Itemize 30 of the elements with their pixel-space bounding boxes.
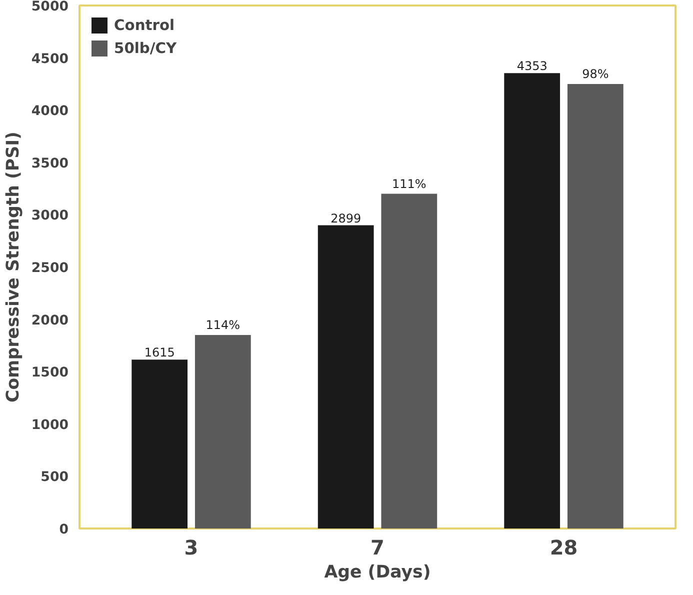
bar	[132, 360, 188, 528]
y-tick-label: 2500	[31, 261, 69, 276]
bar	[381, 194, 438, 528]
legend-label: Control	[114, 16, 175, 34]
y-tick-label: 0	[59, 522, 69, 538]
bar	[504, 73, 560, 528]
x-tick-label: 7	[370, 536, 384, 560]
data-label: 2899	[330, 211, 362, 226]
x-tick-label: 28	[550, 536, 578, 560]
y-tick-label: 1500	[31, 366, 69, 381]
data-label: 4353	[516, 59, 548, 74]
y-tick-label: 3500	[31, 156, 69, 172]
annotation: 111%	[392, 176, 426, 191]
x-tick-label: 3	[184, 536, 198, 560]
bar	[318, 225, 374, 528]
y-tick-label: 4500	[31, 52, 69, 67]
x-axis-title: Age (Days)	[324, 562, 431, 582]
y-tick-label: 500	[40, 470, 69, 486]
y-axis-title: Compressive Strength (PSI)	[3, 132, 24, 402]
annotation: 114%	[206, 318, 240, 332]
bar	[567, 84, 624, 528]
annotation: 98%	[582, 66, 609, 81]
y-tick-label: 2000	[31, 313, 69, 328]
data-label: 1615	[144, 346, 175, 360]
y-tick-label: 3000	[31, 208, 69, 224]
y-tick-label: 1000	[31, 418, 69, 433]
legend-label: 50lb/CY	[114, 40, 177, 56]
y-tick-label: 4000	[31, 104, 69, 120]
bar	[194, 334, 251, 528]
y-tick-label: 5000	[31, 0, 69, 14]
